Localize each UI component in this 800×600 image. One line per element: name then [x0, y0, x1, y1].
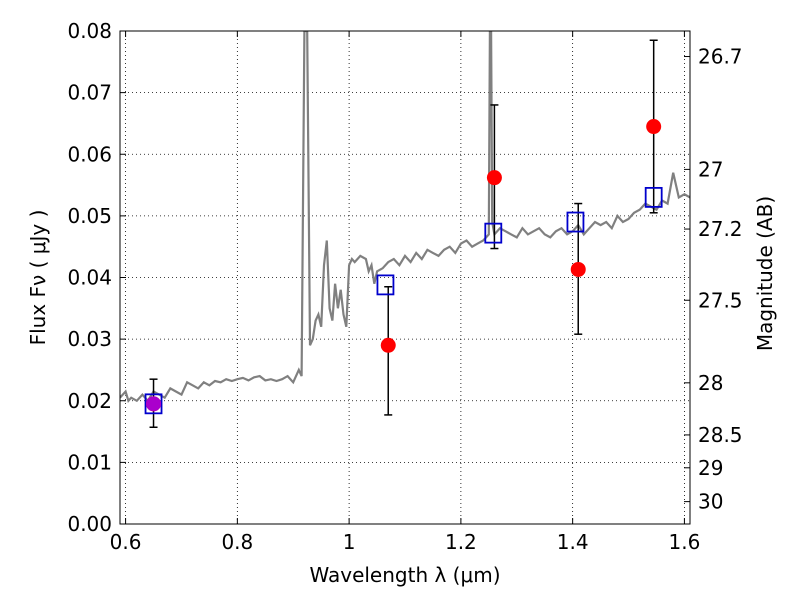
observed-flux-point: [570, 261, 586, 277]
y-tick-label: 0.05: [67, 204, 112, 228]
model-flux-square: [484, 222, 503, 244]
model-flux-square: [566, 211, 585, 233]
magnitude-tick-label: 30: [698, 490, 723, 514]
x-axis-label: Wavelength λ (μm): [309, 563, 500, 587]
magnitude-tick-label: 29: [698, 456, 723, 480]
magnitude-tick-label: 27.5: [698, 288, 743, 312]
y-axis-label: Flux Fν ( μJy ): [26, 210, 50, 346]
x-tick-label: 1.2: [445, 530, 477, 554]
y-tick-label: 0.06: [67, 142, 112, 166]
x-tick-label: 0.6: [110, 530, 142, 554]
magnitude-tick-label: 26.7: [698, 45, 743, 69]
magnitude-axis-label: Magnitude (AB): [753, 196, 777, 351]
model-spectrum-line: [120, 31, 690, 403]
axis-ticks: [120, 30, 690, 525]
y-tick-label: 0.03: [67, 327, 112, 351]
y-tick-label: 0.02: [67, 389, 112, 413]
model-flux-square: [376, 274, 395, 296]
overlap-flux-point: [146, 396, 162, 412]
magnitude-tick-label: 27: [698, 157, 723, 181]
model-flux-square: [144, 393, 163, 415]
model-flux-square: [644, 186, 663, 208]
y-tick-label: 0.08: [67, 19, 112, 43]
y-tick-label: 0.07: [67, 81, 112, 105]
x-tick-label: 1: [343, 530, 356, 554]
x-tick-label: 0.8: [221, 530, 253, 554]
y-tick-label: 0.04: [67, 266, 112, 290]
magnitude-tick-label: 27.2: [698, 217, 743, 241]
plot-data: [120, 31, 690, 428]
axis-tick-labels: 0.6 0.8 1 1.2 1.4 1.6 0.00 0.01 0.02 0.03 0.04 0.05…: [67, 19, 742, 554]
observed-flux-point: [646, 119, 662, 135]
y-tick-label: 0.01: [67, 450, 112, 474]
grid-lines: [120, 30, 690, 525]
magnitude-tick-label: 28: [698, 371, 723, 395]
observed-flux-point: [486, 170, 502, 186]
observed-flux-point: [380, 337, 396, 353]
y-tick-label: 0.00: [67, 512, 112, 536]
magnitude-tick-label: 28.5: [698, 423, 743, 447]
x-tick-label: 1.6: [669, 530, 701, 554]
x-tick-label: 1.4: [557, 530, 589, 554]
